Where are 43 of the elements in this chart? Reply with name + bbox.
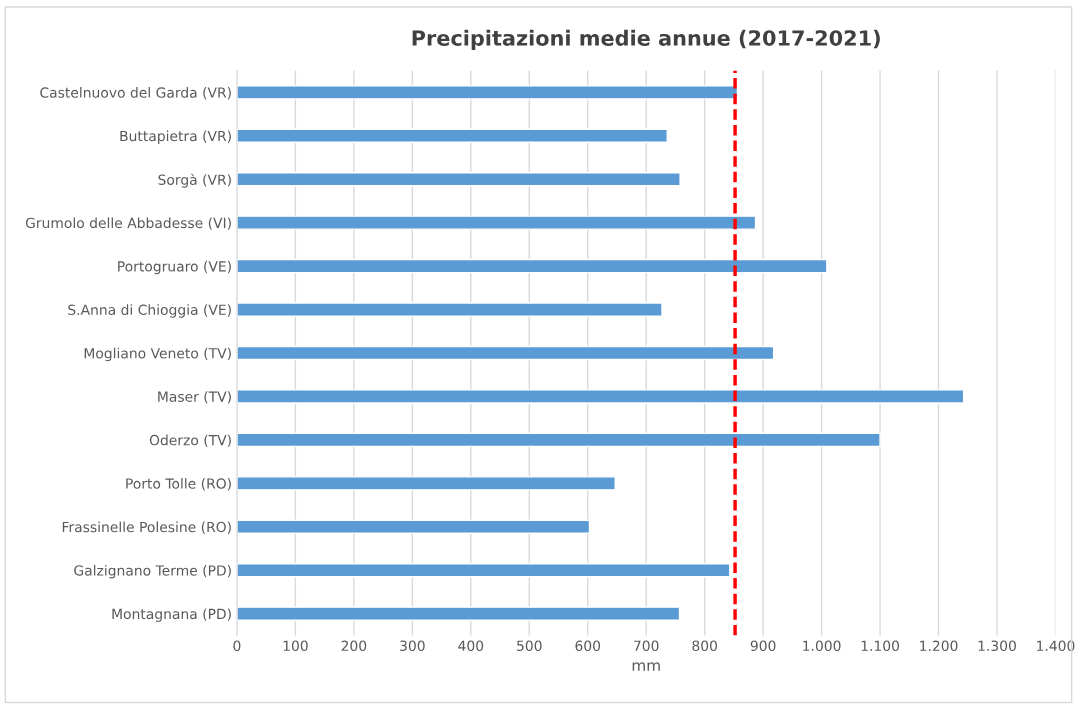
x-tick-label: 400 [458, 640, 484, 652]
x-tick-label: 0 [233, 640, 241, 652]
x-tick-label: 800 [692, 640, 717, 652]
x-tick-label: 1.100 [861, 640, 900, 652]
y-tick-label: Oderzo (TV) [149, 434, 231, 447]
bar [236, 258, 828, 274]
x-tick-label: 600 [575, 640, 601, 652]
x-tick-label: 1.300 [978, 640, 1016, 652]
y-tick-label: Buttapietra (VR) [120, 130, 231, 144]
chart-title: Precipitazioni medie annue (2017-2021) [412, 29, 880, 50]
bar [236, 302, 663, 317]
bar [236, 389, 965, 404]
bar [236, 606, 681, 621]
bar [236, 85, 739, 100]
y-tick-label: Galzignano Terme (PD) [74, 564, 231, 579]
y-tick-label: S.Anna di Chioggia (VE) [68, 304, 231, 318]
bar [236, 563, 731, 578]
x-tick-label: 100 [283, 640, 308, 652]
x-tick-label: 900 [750, 640, 776, 652]
y-tick-label: Porto Tolle (RO) [126, 478, 231, 491]
y-tick-label: Frassinelle Polesine (RO) [62, 521, 231, 534]
bar [236, 128, 668, 143]
x-tick-label: 1.200 [920, 640, 958, 652]
bar [236, 345, 775, 361]
y-tick-label: Montagnana (PD) [112, 608, 231, 622]
x-tick-label: 1.400 [1037, 640, 1075, 652]
bar [236, 172, 681, 187]
x-tick-label: 700 [634, 640, 659, 652]
y-tick-label: Portogruaro (VE) [118, 260, 231, 275]
bar [236, 476, 616, 491]
x-axis-title: mm [632, 662, 660, 671]
bar [236, 519, 591, 534]
x-tick-label: 300 [400, 640, 425, 652]
y-tick-label: Castelnuovo del Garda (VR) [40, 87, 231, 100]
y-tick-label: Sorgà (VR) [158, 173, 231, 188]
y-tick-label: Mogliano Veneto (TV) [84, 347, 231, 362]
bar [236, 432, 881, 448]
x-tick-label: 200 [341, 640, 367, 652]
x-tick-label: 1.000 [803, 640, 841, 652]
bar [236, 215, 757, 230]
y-tick-label: Maser (TV) [158, 391, 231, 404]
x-tick-label: 500 [517, 640, 542, 652]
y-tick-label: Grumolo delle Abbadesse (VI) [25, 217, 231, 230]
